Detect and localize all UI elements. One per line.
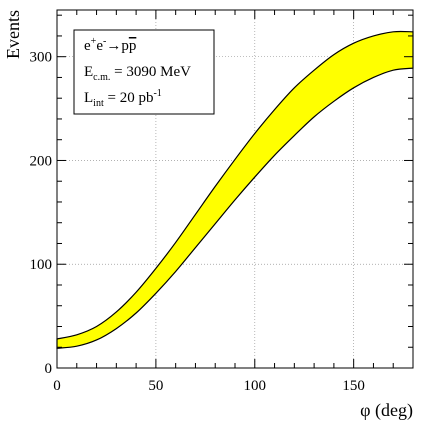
legend: e+e-→pp Ec.m. = 3090 MeV Lint = 20 pb-1	[73, 29, 215, 115]
legend-lumi-main: L	[84, 90, 93, 106]
legend-arrow-p: →p	[106, 38, 129, 54]
x-tick-label: 50	[148, 378, 163, 394]
legend-energy-main: E	[84, 64, 93, 80]
legend-sup1: +	[91, 36, 97, 47]
legend-pbar: p	[129, 38, 137, 54]
x-tick-label: 100	[244, 378, 267, 394]
y-tick-label: 300	[30, 50, 53, 66]
y-axis-label: Events	[3, 10, 23, 59]
legend-reaction: e+e-→pp	[84, 36, 136, 54]
x-tick-label: 0	[53, 378, 61, 394]
legend-lumi: Lint = 20 pb-1	[84, 88, 162, 109]
legend-energy-value: = 3090 MeV	[110, 64, 191, 80]
legend-e2: e	[96, 38, 103, 54]
y-tick-label: 200	[30, 153, 53, 169]
x-axis-label: φ (deg)	[360, 400, 413, 421]
legend-box	[73, 29, 215, 115]
legend-energy: Ec.m. = 3090 MeV	[84, 64, 191, 83]
legend-lumi-value: = 20 pb	[104, 90, 154, 106]
y-tick-label: 100	[30, 257, 53, 273]
legend-energy-sub: c.m.	[93, 72, 110, 83]
legend-e1: e	[84, 38, 91, 54]
y-tick-label: 0	[45, 361, 53, 377]
x-axis: 0 50 100 150	[53, 10, 414, 394]
legend-sup2: -	[103, 36, 106, 47]
y-axis: 0 100 200 300	[30, 14, 413, 377]
x-tick-label: 150	[342, 378, 365, 394]
legend-lumi-sub: int	[93, 98, 104, 109]
legend-lumi-sup: -1	[153, 88, 161, 99]
